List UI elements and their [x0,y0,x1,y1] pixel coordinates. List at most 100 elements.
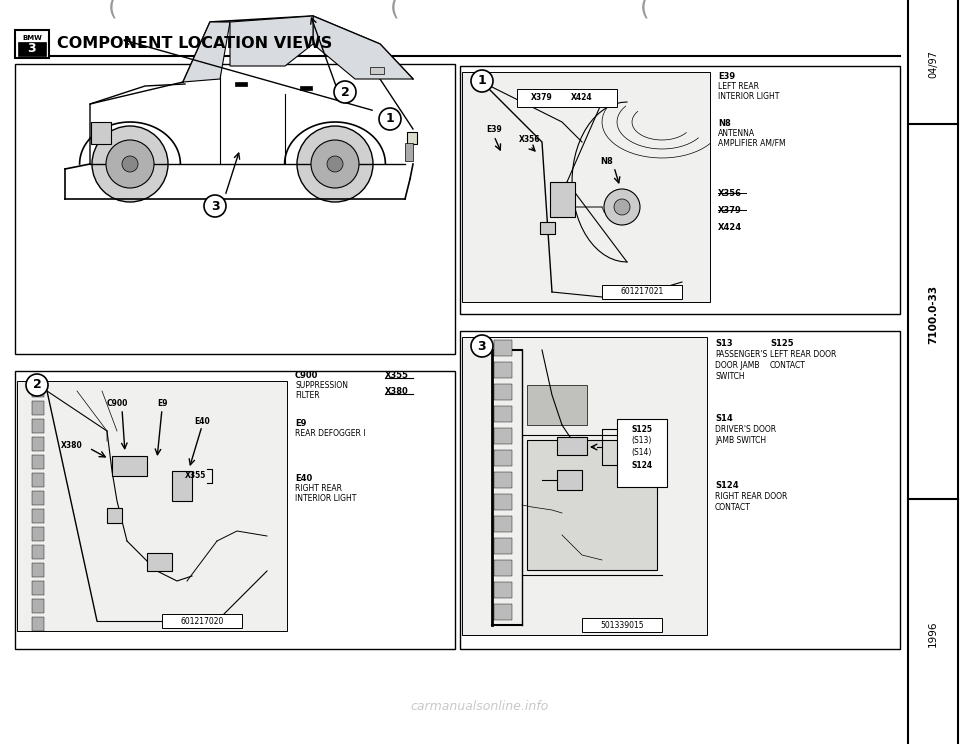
Bar [494,472,512,488]
Text: E9: E9 [156,399,167,408]
Text: SUPPRESSION: SUPPRESSION [295,381,348,390]
Text: 1: 1 [386,112,395,126]
Text: (S13): (S13) [632,437,652,446]
Text: INTERIOR LIGHT: INTERIOR LIGHT [718,92,780,101]
Text: carmanualsonline.info: carmanualsonline.info [411,699,549,713]
Bar [147,553,172,571]
Bar [17,381,287,631]
Circle shape [334,81,356,103]
Bar [15,30,49,58]
Bar [540,222,555,234]
Text: X355: X355 [385,371,409,380]
Bar [407,132,417,144]
Bar [32,527,44,541]
Text: 3: 3 [210,199,219,213]
Bar [494,384,512,400]
Bar [15,64,455,354]
Circle shape [327,156,343,172]
Bar [32,437,44,451]
Text: AMPLIFIER AM/FM: AMPLIFIER AM/FM [718,139,785,148]
Bar [494,494,512,510]
Bar [494,406,512,422]
Bar [405,143,413,161]
Text: DOOR JAMB: DOOR JAMB [715,361,759,370]
Bar [107,508,122,523]
Text: ANTENNA: ANTENNA [718,129,756,138]
Text: X356: X356 [519,135,540,144]
Bar [494,582,512,598]
Bar [32,545,44,559]
Circle shape [614,199,630,215]
Bar [91,122,111,144]
Bar [527,440,657,570]
Text: 601217020: 601217020 [180,617,224,626]
Text: X380: X380 [385,387,409,396]
Bar [32,473,44,487]
Text: S13: S13 [715,339,732,348]
Circle shape [311,140,359,188]
Bar [32,563,44,577]
Bar [172,471,192,501]
Text: FILTER: FILTER [295,391,320,400]
Text: X424: X424 [571,94,593,103]
Text: C900: C900 [107,399,128,408]
Text: 04/97: 04/97 [928,50,938,78]
Bar [462,337,707,635]
Text: (: ( [390,0,400,20]
Circle shape [471,335,493,357]
Bar [494,516,512,532]
Text: S14: S14 [715,414,732,423]
Bar [32,581,44,595]
Text: X379: X379 [531,94,553,103]
Bar [370,67,384,74]
Bar [494,538,512,554]
Text: 1996: 1996 [928,620,938,647]
Text: 601217021: 601217021 [620,287,663,297]
Text: E40: E40 [295,474,312,483]
Text: E39: E39 [718,72,735,81]
Bar [494,560,512,576]
Bar [162,614,242,628]
Text: REAR DEFOGGER I: REAR DEFOGGER I [295,429,366,438]
Text: N8: N8 [718,119,731,128]
Bar [550,182,575,217]
Text: X424: X424 [718,223,742,232]
Bar [494,340,512,356]
Text: X355: X355 [185,472,206,481]
Bar [32,455,44,469]
Circle shape [122,156,138,172]
Bar [494,450,512,466]
Text: C900: C900 [295,371,319,380]
Bar [557,470,582,490]
Text: S124: S124 [632,461,653,469]
Text: 2: 2 [33,379,41,391]
Circle shape [26,374,48,396]
Text: SWITCH: SWITCH [715,372,745,381]
Polygon shape [230,16,313,66]
Text: COMPONENT LOCATION VIEWS: COMPONENT LOCATION VIEWS [57,36,332,51]
Bar [112,456,147,476]
Text: S125: S125 [770,339,794,348]
Bar [602,285,682,299]
Text: BMW: BMW [22,35,42,41]
Text: N8: N8 [601,158,613,167]
Bar [15,371,455,649]
Text: CONTACT: CONTACT [715,503,751,512]
Text: X380: X380 [61,441,83,451]
Bar [32,401,44,415]
Text: CONTACT: CONTACT [770,361,805,370]
Text: (: ( [108,0,118,20]
Bar [460,331,900,649]
Bar [617,419,667,487]
Bar [235,82,247,86]
Text: LEFT REAR: LEFT REAR [718,82,759,91]
Text: (S14): (S14) [632,449,652,458]
Text: 2: 2 [341,86,349,98]
Bar [460,66,900,314]
Bar [557,437,587,455]
Bar [462,72,710,302]
Circle shape [204,195,226,217]
Text: RIGHT REAR: RIGHT REAR [295,484,342,493]
Text: JAMB SWITCH: JAMB SWITCH [715,436,766,445]
Text: S124: S124 [715,481,738,490]
